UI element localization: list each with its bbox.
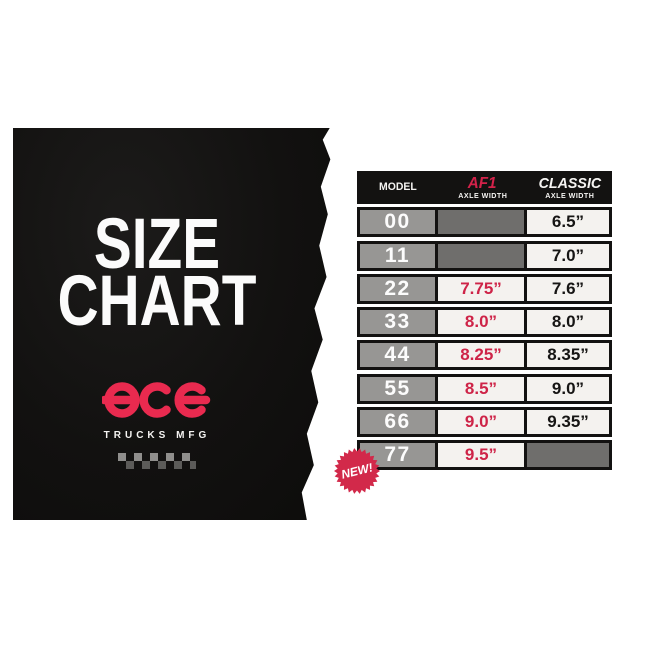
column-header-classic-sublabel: AXLE WIDTH: [544, 190, 595, 200]
title-line-size: SIZE: [93, 205, 221, 284]
classic-cell: 7.6”: [524, 273, 612, 304]
column-header-af1-label: AF1: [468, 174, 497, 192]
new-badge-burst-icon: [334, 448, 380, 494]
model-cell: 00: [357, 207, 438, 238]
table-row-22: 22 7.75” 7.6”: [357, 273, 612, 304]
classic-cell: 6.5”: [524, 207, 612, 238]
new-badge: NEW!: [333, 447, 381, 495]
ace-logo-icon: [102, 382, 211, 418]
column-header-classic-label: CLASSIC: [538, 174, 601, 192]
torn-paper-panel: SIZE CHART TRUCKS MFG: [13, 128, 331, 520]
af1-cell: 8.5”: [435, 373, 527, 404]
af1-cell: 9.5”: [435, 440, 527, 471]
classic-cell: 7.0”: [524, 240, 612, 271]
table-row-55: 55 8.5” 9.0”: [357, 373, 612, 404]
column-header-af1: AF1 AXLE WIDTH: [438, 171, 527, 204]
classic-cell: 8.0”: [524, 307, 612, 338]
ace-logo-letter-e-ring: [174, 382, 206, 418]
model-cell: 33: [357, 307, 438, 338]
table-row-11: 11 7.0”: [357, 240, 612, 271]
table-row-00: 00 6.5”: [357, 207, 612, 238]
af1-cell-empty: [435, 240, 527, 271]
column-header-model: MODEL: [357, 171, 438, 204]
model-cell: 11: [357, 240, 438, 271]
model-cell: 77: [357, 440, 438, 471]
classic-cell: 8.35”: [524, 340, 612, 371]
new-badge-burst: [334, 448, 380, 494]
classic-cell: 9.0”: [524, 373, 612, 404]
column-header-af1-sublabel: AXLE WIDTH: [457, 190, 508, 200]
table-row-33: 33 8.0” 8.0”: [357, 307, 612, 338]
checker-row-bottom: [118, 461, 196, 469]
ace-logo-letter-c: [139, 382, 171, 418]
table-row-66: 66 9.0” 9.35”: [357, 407, 612, 438]
table-row-44: 44 8.25” 8.35”: [357, 340, 612, 371]
classic-cell: 9.35”: [524, 407, 612, 438]
column-header-classic: CLASSIC AXLE WIDTH: [527, 171, 612, 204]
table-header-row: MODEL AF1 AXLE WIDTH CLASSIC AXLE WIDTH: [357, 171, 612, 204]
table-row-77: 77 9.5”: [357, 440, 612, 471]
title-line-chart: CHART: [57, 262, 257, 341]
model-cell: 22: [357, 273, 438, 304]
size-table: MODEL AF1 AXLE WIDTH CLASSIC AXLE WIDTH …: [357, 171, 612, 471]
af1-cell: 8.25”: [435, 340, 527, 371]
af1-cell: 7.75”: [435, 273, 527, 304]
model-cell: 66: [357, 407, 438, 438]
brand-logo-block: TRUCKS MFG: [13, 376, 301, 469]
brand-tagline: TRUCKS MFG: [103, 430, 211, 441]
af1-cell: 8.0”: [435, 307, 527, 338]
classic-cell-empty: [524, 440, 612, 471]
checker-row-top: [118, 453, 196, 461]
af1-cell: 9.0”: [435, 407, 527, 438]
panel-content: SIZE CHART TRUCKS MFG: [13, 128, 301, 469]
checkerboard-strip-icon: [118, 453, 196, 469]
column-header-model-label: MODEL: [378, 181, 417, 193]
model-cell: 55: [357, 373, 438, 404]
page-title: SIZE CHART: [13, 205, 301, 341]
af1-cell-empty: [435, 207, 527, 238]
model-cell: 44: [357, 340, 438, 371]
